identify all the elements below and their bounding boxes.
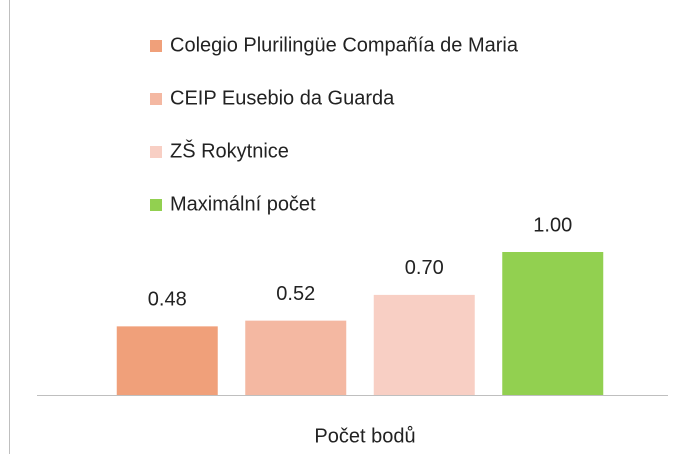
legend-swatch <box>150 40 162 52</box>
legend-label: Colegio Plurilingüe Compañía de Maria <box>170 34 519 56</box>
legend-label: ZŠ Rokytnice <box>170 139 289 162</box>
data-label: 0.48 <box>148 289 187 311</box>
bar <box>373 294 475 395</box>
data-label: 1.00 <box>533 214 572 236</box>
data-label: 0.52 <box>276 283 315 305</box>
legend-swatch <box>150 199 162 211</box>
bar <box>245 320 347 395</box>
bar <box>502 252 604 395</box>
legend-swatch <box>150 146 162 158</box>
data-label: 0.70 <box>405 257 444 279</box>
legend-label: Maximální počet <box>170 193 316 215</box>
legend-label: CEIP Eusebio da Guarda <box>170 87 395 109</box>
x-tick-label: Počet bodů <box>314 425 415 447</box>
bar <box>116 326 218 395</box>
legend-swatch <box>150 93 162 105</box>
